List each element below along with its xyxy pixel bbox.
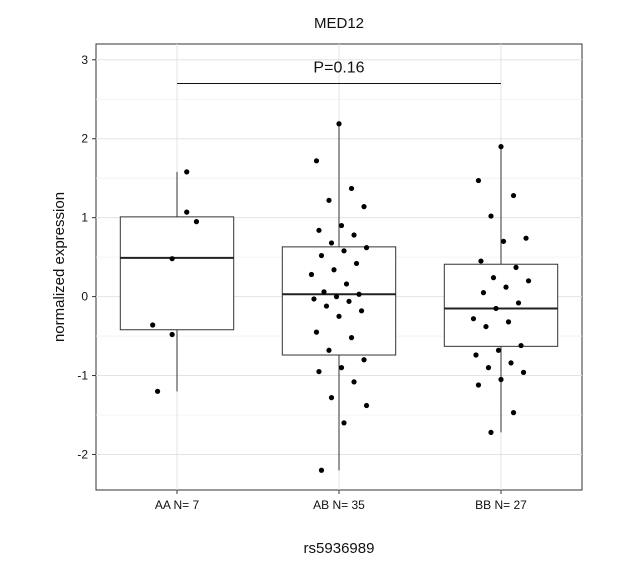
data-point — [358, 308, 365, 314]
y-tick-label: 2 — [81, 132, 88, 146]
data-point — [488, 429, 494, 435]
x-tick-label: AB N= 35 — [313, 498, 365, 512]
data-point — [308, 271, 315, 278]
data-point — [498, 376, 504, 383]
data-point — [169, 331, 175, 338]
data-point — [338, 365, 345, 371]
data-point — [495, 347, 502, 353]
data-point — [184, 209, 190, 215]
data-point — [328, 240, 335, 246]
y-tick-label: 0 — [81, 290, 88, 304]
data-point — [318, 467, 325, 473]
data-point — [470, 316, 477, 322]
data-point — [498, 144, 504, 150]
data-point — [490, 275, 497, 281]
data-point — [510, 410, 517, 416]
data-point — [353, 260, 360, 267]
box-iqr — [443, 263, 559, 347]
data-point — [503, 284, 509, 290]
data-point — [363, 245, 370, 251]
data-point — [328, 395, 335, 401]
data-point — [356, 291, 362, 297]
data-point — [154, 388, 161, 394]
boxes — [119, 123, 559, 471]
y-axis-ticks: -2 -1 0 1 2 3 — [77, 53, 96, 461]
data-point — [316, 227, 322, 233]
data-point — [150, 322, 156, 328]
data-point — [510, 192, 517, 199]
data-point — [336, 313, 342, 319]
data-point — [520, 369, 527, 375]
data-point — [326, 197, 332, 203]
data-points — [150, 121, 532, 473]
data-point — [316, 368, 322, 375]
data-point — [518, 342, 524, 349]
data-point — [351, 379, 357, 385]
p-value-label: P=0.16 — [313, 59, 364, 76]
data-point — [500, 238, 507, 244]
data-point — [341, 248, 347, 254]
data-point — [311, 296, 317, 302]
data-point — [513, 264, 519, 270]
x-tick-label: AA N= 7 — [155, 498, 200, 512]
data-point — [348, 335, 355, 341]
box-iqr — [281, 246, 397, 356]
data-point — [184, 169, 190, 175]
data-point — [361, 204, 367, 210]
data-point — [483, 323, 489, 330]
data-point — [488, 213, 494, 219]
y-tick-label: 3 — [81, 53, 88, 67]
data-point — [313, 329, 320, 335]
y-tick-label: -2 — [77, 447, 88, 461]
data-point — [326, 347, 332, 353]
y-tick-label: 1 — [81, 211, 88, 225]
data-point — [348, 185, 355, 192]
data-point — [351, 232, 357, 238]
data-point — [338, 222, 345, 229]
data-point — [475, 177, 482, 184]
x-axis-ticks: AA N= 7 AB N= 35 BB N= 27 — [155, 490, 527, 512]
x-tick-label: BB N= 27 — [475, 498, 527, 512]
data-point — [505, 319, 512, 325]
y-axis-title: normalized expression — [51, 192, 68, 342]
data-point — [313, 158, 320, 164]
data-point — [515, 300, 522, 306]
x-axis-title: rs5936989 — [304, 540, 375, 557]
data-point — [333, 294, 340, 300]
data-point — [508, 360, 514, 366]
chart-title: MED12 — [314, 15, 364, 32]
data-point — [169, 256, 175, 262]
data-point — [363, 402, 370, 409]
data-point — [475, 382, 482, 388]
data-point — [323, 303, 330, 309]
data-point — [361, 357, 367, 363]
data-point — [478, 258, 484, 264]
data-point — [346, 298, 352, 304]
data-point — [331, 267, 337, 273]
data-point — [485, 365, 492, 371]
data-point — [480, 290, 487, 296]
data-point — [321, 289, 327, 295]
data-point — [473, 352, 479, 358]
significance-annotation: P=0.16 — [177, 59, 501, 84]
data-point — [525, 278, 532, 284]
data-point — [523, 235, 529, 241]
data-point — [341, 420, 347, 426]
data-point — [193, 219, 200, 225]
data-point — [318, 252, 325, 259]
data-point — [493, 305, 499, 312]
data-point — [336, 121, 342, 127]
box-iqr — [119, 216, 235, 331]
y-tick-label: -1 — [77, 369, 88, 383]
data-point — [343, 281, 350, 287]
